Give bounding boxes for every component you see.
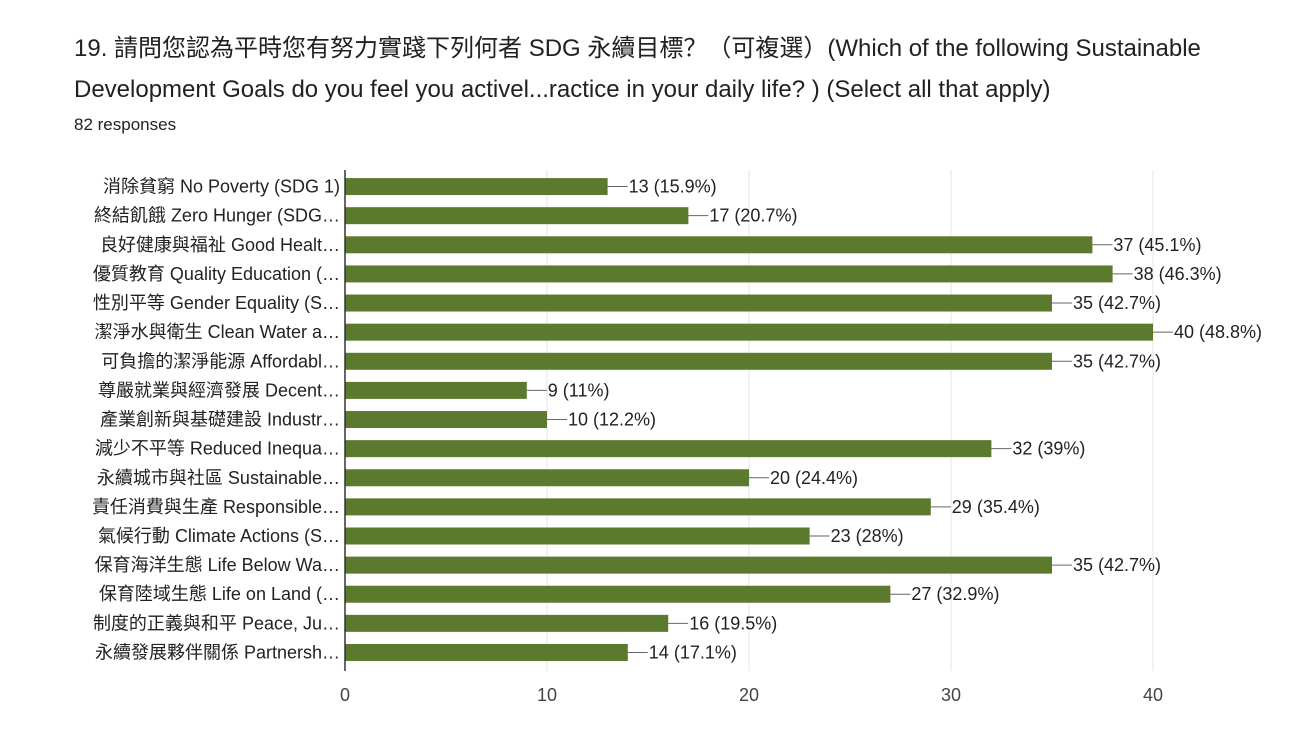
data-label: 35 (42.7%)	[1073, 351, 1161, 371]
data-label: 10 (12.2%)	[568, 410, 656, 430]
bar	[345, 614, 669, 632]
x-tick-label: 10	[537, 685, 557, 705]
bar	[345, 294, 1052, 312]
category-label: 潔淨水與衛生 Clean Water a…	[95, 322, 340, 342]
data-label: 17 (20.7%)	[709, 206, 797, 226]
category-label: 性別平等 Gender Equality (S…	[93, 293, 340, 313]
category-label: 可負擔的潔淨能源 Affordabl…	[101, 351, 340, 371]
x-tick-label: 30	[941, 685, 961, 705]
category-label: 永續發展夥伴關係 Partnersh…	[95, 642, 340, 662]
response-count: 82 responses	[74, 115, 177, 134]
data-label: 14 (17.1%)	[649, 642, 737, 662]
bar	[345, 381, 527, 399]
bar	[345, 265, 1113, 283]
data-label: 35 (42.7%)	[1073, 293, 1161, 313]
data-label: 27 (32.9%)	[911, 584, 999, 604]
data-label: 37 (45.1%)	[1113, 235, 1201, 255]
category-label: 良好健康與福祉 Good Healt…	[100, 235, 340, 255]
bar	[345, 585, 891, 603]
data-label: 13 (15.9%)	[629, 177, 717, 197]
x-tick-label: 0	[340, 685, 350, 705]
category-label: 減少不平等 Reduced Inequa…	[95, 439, 340, 459]
bar	[345, 469, 749, 487]
bar	[345, 643, 628, 661]
category-label: 產業創新與基礎建設 Industr…	[100, 410, 340, 430]
x-tick-label: 40	[1143, 685, 1163, 705]
bar	[345, 236, 1093, 254]
question-title: 19. 請問您認為平時您有努力實踐下列何者 SDG 永續目標？（可複選）(Whi…	[74, 35, 1201, 103]
bar	[345, 323, 1153, 341]
category-label: 制度的正義與和平 Peace, Ju…	[93, 613, 340, 633]
data-label: 35 (42.7%)	[1073, 555, 1161, 575]
category-label: 尊嚴就業與經濟發展 Decent…	[98, 380, 340, 400]
bar-chart: 0 10 20 30 40 消除貧窮 No Poverty (SDG 1) 13 (15.9…	[92, 170, 1262, 705]
bar	[345, 207, 689, 225]
category-label: 保育海洋生態 Life Below Wa…	[95, 555, 340, 575]
data-label: 29 (35.4%)	[952, 497, 1040, 517]
bar	[345, 411, 547, 429]
data-label: 23 (28%)	[831, 526, 904, 546]
bar	[345, 527, 810, 545]
data-label: 9 (11%)	[548, 380, 610, 400]
category-label: 氣候行動 Climate Actions (S…	[98, 526, 340, 546]
data-label: 20 (24.4%)	[770, 468, 858, 488]
bar	[345, 178, 608, 196]
category-label: 終結飢餓 Zero Hunger (SDG…	[94, 206, 340, 226]
category-label: 優質教育 Quality Education (…	[93, 264, 340, 284]
x-tick-label: 20	[739, 685, 759, 705]
data-label: 38 (46.3%)	[1134, 264, 1222, 284]
data-label: 40 (48.8%)	[1174, 322, 1262, 342]
category-label: 責任消費與生產 Responsible…	[92, 497, 340, 517]
category-label: 消除貧窮 No Poverty (SDG 1)	[103, 177, 340, 197]
category-label: 永續城市與社區 Sustainable…	[97, 468, 340, 488]
category-label: 保育陸域生態 Life on Land (…	[99, 584, 340, 604]
data-label: 16 (19.5%)	[689, 613, 777, 633]
question-header: 19. 請問您認為平時您有努力實踐下列何者 SDG 永續目標？（可複選）(Whi…	[74, 28, 1289, 136]
data-label: 32 (39%)	[1012, 439, 1085, 459]
bar	[345, 498, 931, 516]
bar	[345, 556, 1052, 574]
bar	[345, 440, 992, 458]
bar	[345, 352, 1052, 370]
